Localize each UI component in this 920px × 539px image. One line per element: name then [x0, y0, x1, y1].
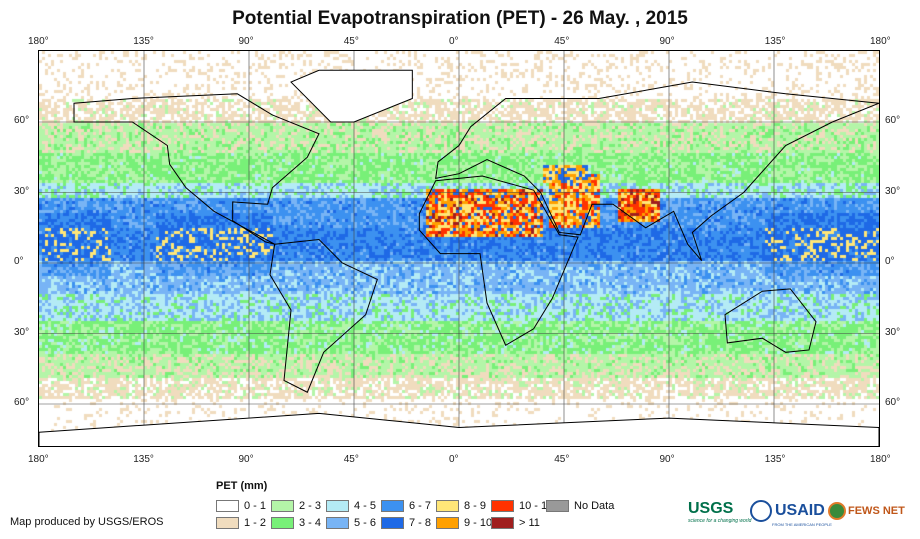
australia-outline: [724, 288, 817, 353]
legend-item: 4 - 5: [326, 500, 376, 512]
africa-outline: [418, 175, 579, 346]
usaid-logo: USAID FROM THE AMERICAN PEOPLE: [750, 500, 832, 527]
map-overlay: [39, 51, 879, 446]
lat-label: 30°: [885, 185, 901, 197]
lat-label: 30°: [14, 326, 30, 338]
lat-label: 60°: [14, 115, 30, 126]
usgs-logo-text: USGS: [688, 500, 734, 517]
lon-label: 0°: [449, 454, 459, 465]
legend-label: 4 - 5: [354, 500, 377, 512]
lon-label: 90°: [659, 36, 675, 47]
globe-icon: [828, 502, 846, 520]
legend-item: 7 - 8: [381, 517, 431, 529]
greenland-outline: [290, 69, 413, 123]
lon-label: 45°: [343, 36, 359, 47]
legend-swatch: [271, 517, 294, 529]
lon-label: 180°: [870, 36, 891, 47]
lon-label: 45°: [554, 454, 570, 465]
legend-swatch: [491, 500, 514, 512]
map-title: Potential Evapotranspiration (PET) - 26 …: [232, 8, 688, 29]
lon-label: 135°: [764, 36, 786, 47]
legend-label: 1 - 2: [244, 517, 267, 529]
legend-label: > 11: [519, 517, 540, 529]
lon-label: 90°: [659, 454, 675, 465]
lon-label: 135°: [764, 454, 786, 465]
legend-item: 5 - 6: [326, 517, 376, 529]
legend-item: 10 - 11: [491, 500, 552, 512]
legend-item: > 11: [491, 517, 540, 529]
legend-swatch: [381, 517, 404, 529]
legend-item: 3 - 4: [271, 517, 321, 529]
usaid-tagline: FROM THE AMERICAN PEOPLE: [772, 522, 832, 527]
lat-label: 60°: [885, 115, 901, 126]
legend-label: 6 - 7: [409, 500, 432, 512]
legend-label: 7 - 8: [409, 517, 432, 529]
lon-label: 90°: [238, 36, 254, 47]
fewsnet-logo: FEWS NET: [828, 502, 905, 520]
lon-label: 180°: [28, 36, 49, 47]
usgs-logo: USGS science for a changing world: [688, 500, 751, 524]
lat-label: 30°: [885, 326, 901, 338]
legend-item: 6 - 7: [381, 500, 431, 512]
legend-swatch: [216, 500, 239, 512]
legend-item: 0 - 1: [216, 500, 266, 512]
credit-text: Map produced by USGS/EROS: [10, 516, 164, 528]
legend-swatch: [271, 500, 294, 512]
legend-label: 8 - 9: [464, 500, 487, 512]
lon-label: 0°: [449, 36, 459, 47]
usaid-logo-text: USAID: [775, 502, 825, 520]
legend-item: 2 - 3: [271, 500, 321, 512]
south-america-outline: [269, 238, 378, 393]
legend-label: 0 - 1: [244, 500, 267, 512]
lat-label: 60°: [14, 397, 30, 408]
fewsnet-logo-text: FEWS NET: [848, 504, 905, 517]
legend-swatch: [491, 517, 514, 529]
lon-label: 180°: [28, 454, 49, 465]
legend-swatch: [436, 500, 459, 512]
lon-label: 135°: [133, 36, 154, 47]
legend-label: 5 - 6: [354, 517, 377, 529]
north-america-outline: [73, 93, 320, 245]
legend-item: No Data: [546, 500, 614, 512]
lon-label: 45°: [343, 454, 359, 465]
lat-label: 30°: [14, 185, 30, 197]
lat-label: 0°: [885, 256, 895, 267]
legend-label: 10 - 11: [519, 500, 553, 512]
eurasia-outline: [435, 81, 879, 261]
legend-title: PET (mm): [216, 480, 268, 492]
usaid-seal-icon: [750, 500, 772, 522]
lon-label: 90°: [238, 454, 254, 465]
legend-label: 9 - 10: [464, 517, 493, 529]
pet-map: [38, 50, 880, 447]
lon-label: 135°: [133, 454, 154, 465]
legend-swatch: [436, 517, 459, 529]
legend-swatch: [326, 517, 349, 529]
antarctica-outline: [39, 412, 879, 446]
legend-item: 1 - 2: [216, 517, 266, 529]
lon-label: 180°: [870, 454, 891, 465]
legend-swatch: [381, 500, 404, 512]
legend-label: 3 - 4: [299, 517, 322, 529]
legend-label: 2 - 3: [299, 500, 322, 512]
usgs-tagline: science for a changing world: [688, 518, 752, 524]
lat-label: 0°: [14, 256, 24, 267]
legend-label: No Data: [574, 500, 615, 512]
legend-swatch: [326, 500, 349, 512]
lat-label: 60°: [885, 397, 901, 408]
legend-swatch: [546, 500, 569, 512]
legend-swatch: [216, 517, 239, 529]
lon-label: 45°: [554, 36, 570, 47]
legend-item: 8 - 9: [436, 500, 486, 512]
legend-item: 9 - 10: [436, 517, 492, 529]
